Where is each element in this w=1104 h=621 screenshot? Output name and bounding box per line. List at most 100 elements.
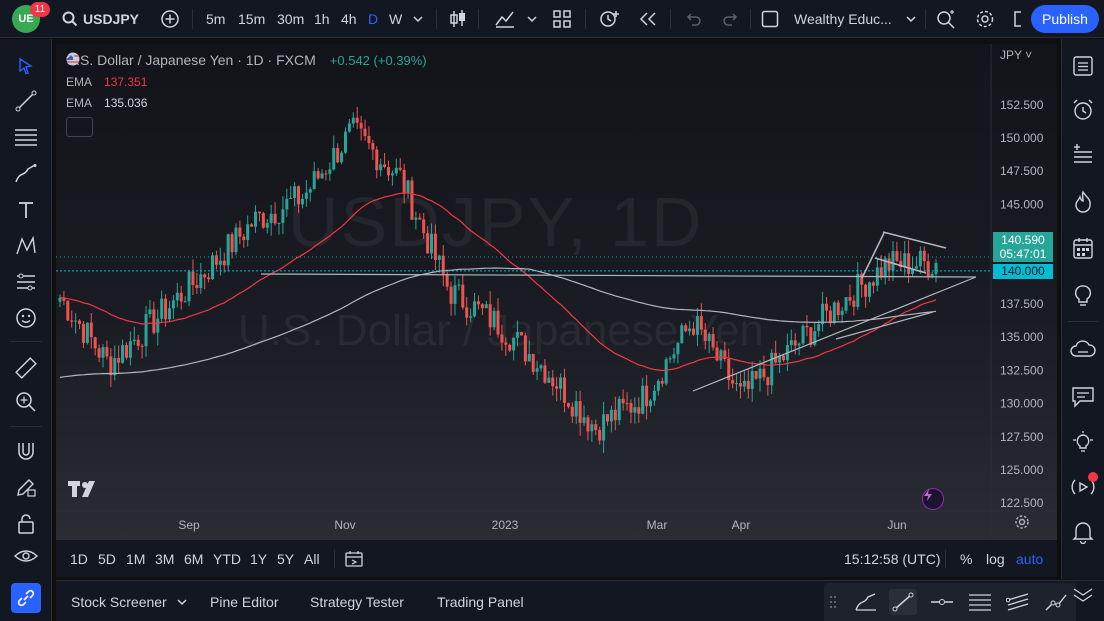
lock-tool[interactable] [13,511,39,537]
candle-body [277,222,281,224]
favorite-channel-tool[interactable] [1004,589,1032,615]
stay-drawing-tool[interactable] [13,474,39,500]
hide-drawings-tool[interactable] [13,544,39,570]
ideas-button[interactable] [1070,283,1096,309]
candle-body [394,167,398,174]
percent-toggle[interactable]: % [960,551,973,567]
notifications-button[interactable] [1070,519,1096,545]
square-icon [761,10,779,28]
settings-button[interactable] [975,0,995,38]
text-tool[interactable] [13,197,39,223]
measure-tool[interactable] [13,355,39,381]
range-5d[interactable]: 5D [98,551,116,567]
layout-select[interactable]: Wealthy Educ... [761,0,916,38]
favorite-horizontal-ray-tool[interactable] [928,589,956,615]
favorite-brush-tool[interactable] [852,589,880,615]
auto-toggle[interactable]: auto [1016,551,1044,567]
alerts-button[interactable] [1070,97,1096,123]
pattern-tool[interactable] [13,233,39,259]
interval-1h[interactable]: 1h [314,11,330,27]
range-6m[interactable]: 6M [184,551,204,567]
collapse-drawing-toolbar[interactable] [1072,583,1094,606]
interval-w[interactable]: W [389,11,403,27]
eye-icon [14,550,38,562]
interval-dropdown[interactable] [413,0,423,38]
candle-body [261,213,265,228]
ema-slow-line [59,267,937,378]
range-5y[interactable]: 5Y [277,551,295,567]
fullscreen-button[interactable] [1013,0,1023,38]
favorite-fib-tool[interactable] [966,589,994,615]
fib-tool[interactable] [13,124,39,150]
ema1-label: EMA [66,75,93,89]
link-tool[interactable] [11,583,41,613]
candle-body [250,224,254,227]
add-symbol-button[interactable] [160,0,180,38]
tab-pine-editor[interactable]: Pine Editor [210,593,279,610]
interval-4h[interactable]: 4h [341,11,357,27]
streams-button[interactable] [1070,337,1096,363]
forecast-tool[interactable] [13,269,39,295]
range-all[interactable]: All [304,551,320,567]
favorite-trend-line-tool[interactable] [889,589,917,615]
chart-pane[interactable]: USDJPY, 1D U.S. Dollar / Japanese Yen JP… [56,44,1057,539]
alert-marker[interactable] [922,488,944,510]
candle-body [578,401,582,423]
interval-d[interactable]: D [368,11,379,27]
go-to-date-button[interactable] [345,540,365,578]
symbol-search[interactable]: USDJPY [62,0,139,38]
range-ytd[interactable]: YTD [213,551,241,567]
chart-type-button[interactable] [449,0,467,38]
candle-body [437,255,441,260]
interval-5m[interactable]: 5m [206,11,226,27]
indicators-dropdown[interactable] [527,0,537,38]
cursor-tool[interactable] [13,53,39,79]
magnet-tool[interactable] [13,439,39,465]
layout-button[interactable] [552,0,572,38]
candle-body [930,273,934,277]
hotlists-button[interactable] [1070,189,1096,215]
tab-trading-panel[interactable]: Trading Panel [437,593,524,610]
watchlist-button[interactable] [1070,53,1096,79]
object-tree-button[interactable] [1070,142,1096,168]
tab-stock-screener[interactable]: Stock Screener [71,581,187,621]
chats-button[interactable] [1070,384,1096,410]
quick-search-button[interactable] [936,0,956,38]
undo-button[interactable] [684,0,702,38]
clock-display[interactable]: 15:12:58 (UTC) [844,551,941,567]
replay-trading-button[interactable] [1070,472,1098,500]
icons-tool[interactable] [13,305,39,331]
redo-button[interactable] [722,0,740,38]
interval-30m[interactable]: 30m [277,11,305,27]
candle-body [559,377,563,389]
brush-tool[interactable] [13,161,39,187]
candle-body [398,167,402,170]
interval-15m[interactable]: 15m [238,11,266,27]
tips-button[interactable] [1070,429,1096,455]
publish-button[interactable]: Publish [1031,5,1099,33]
candle-body [191,271,195,286]
chevron-down-icon [413,16,423,23]
range-1m[interactable]: 1M [126,551,146,567]
candle-body [347,123,351,132]
alert-button[interactable] [598,0,620,38]
price-chart[interactable]: JPY ˅152.500150.000147.500145.000142.500… [56,44,1057,539]
range-1d[interactable]: 1D [70,551,88,567]
range-3m[interactable]: 3M [155,551,175,567]
ascending-trend-line [692,276,977,392]
replay-button[interactable] [638,0,658,38]
candle-body [676,343,680,355]
trend-line-tool[interactable] [13,88,39,114]
indicators-button[interactable] [494,0,516,38]
drag-handle[interactable] [826,589,840,615]
log-toggle[interactable]: log [986,551,1005,567]
tab-strategy-tester[interactable]: Strategy Tester [310,593,404,610]
calendar-button[interactable] [1070,235,1096,261]
price-axis-currency: JPY ˅ [1000,48,1032,62]
candle-body [355,117,359,123]
zoom-tool[interactable] [13,389,39,415]
favorite-path-tool[interactable] [1042,589,1070,615]
fullscreen-icon [1014,11,1021,27]
range-1y[interactable]: 1Y [250,551,268,567]
collapse-legend-button[interactable] [66,52,93,137]
